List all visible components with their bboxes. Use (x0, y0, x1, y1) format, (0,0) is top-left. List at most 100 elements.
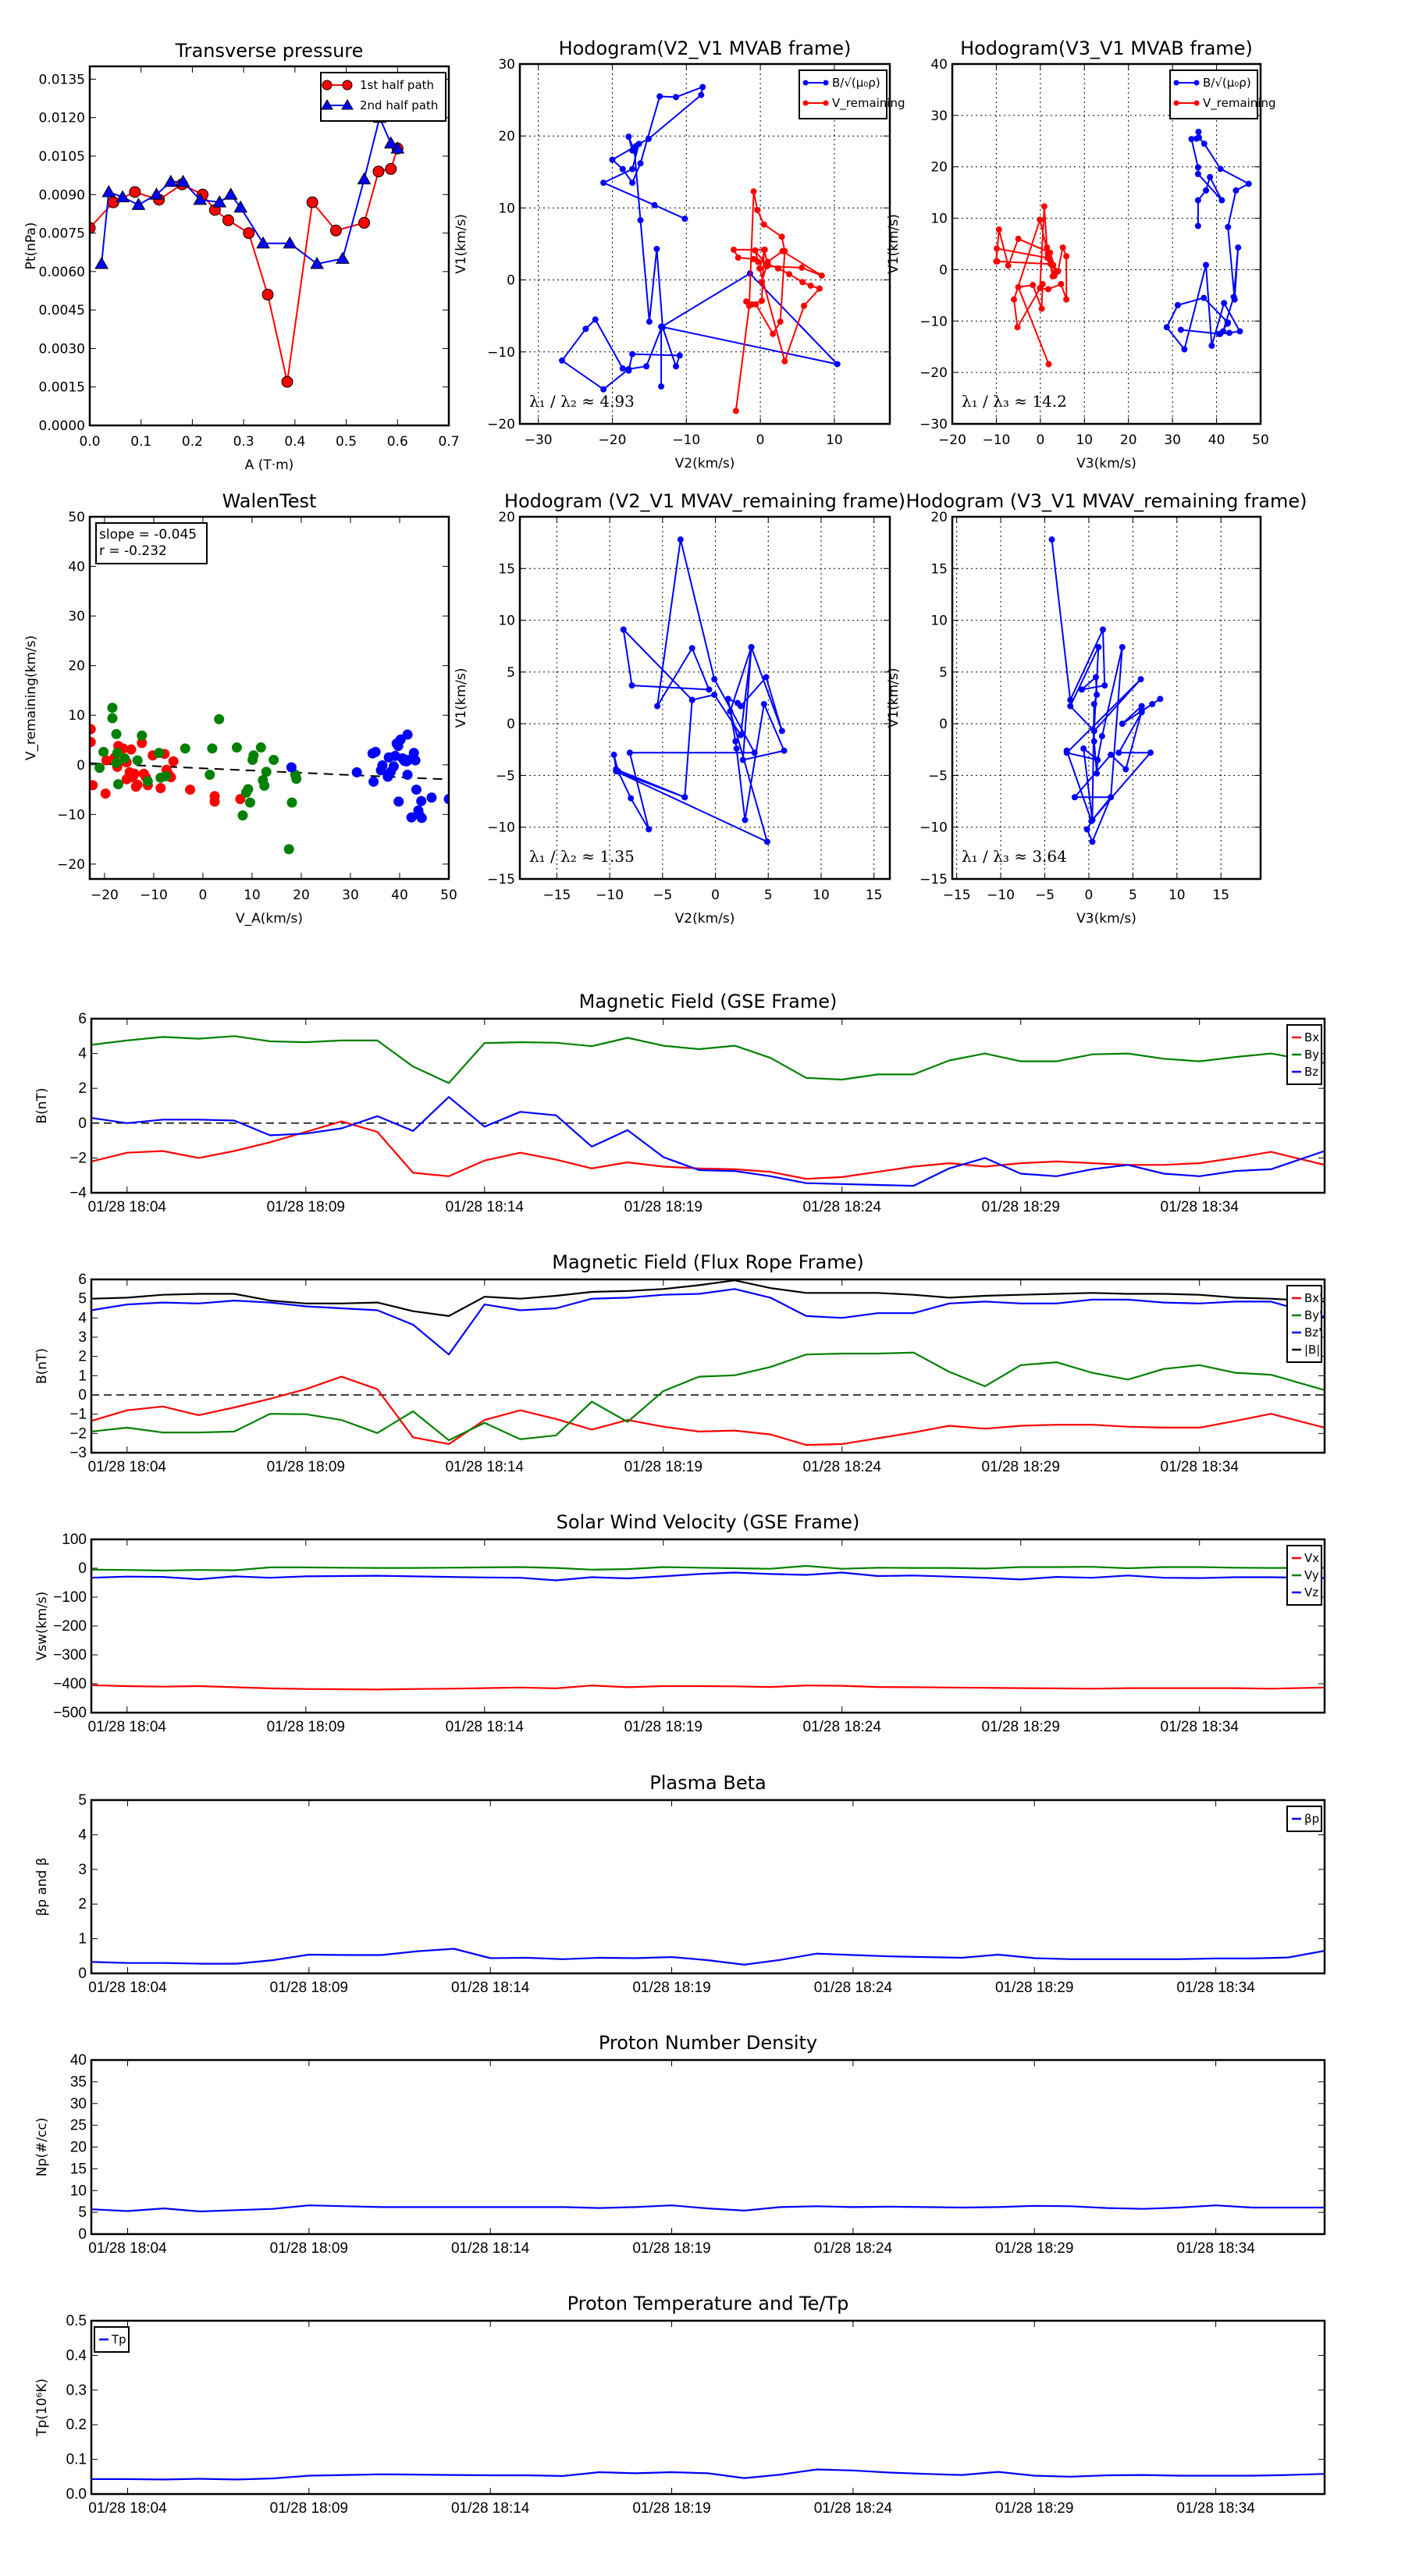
y-tick-label: 40 (68, 560, 85, 575)
data-point-b (656, 93, 663, 100)
data-point-v-remaining (1047, 261, 1054, 268)
legend-label-bz: Bz (1304, 1065, 1318, 1079)
data-point-b (1090, 728, 1097, 735)
data-point-b (1217, 165, 1224, 173)
plot-area (559, 84, 841, 415)
data-point-1st-half-path (261, 288, 274, 301)
data-point-v-remaining (755, 258, 762, 265)
chart-svg: WalenTest −20 −10 0 10 20 30 40 50 −20 −10 0 10 20 30 4… (23, 490, 457, 927)
x-tick-label: 01/28 18:29 (995, 2240, 1073, 2257)
chart-title: Hodogram (V2_V1 MVAV_remaining frame) (504, 490, 905, 512)
data-point-b (781, 747, 788, 754)
y-axis-label: V1(km/s) (454, 214, 469, 274)
data-point-b (1078, 686, 1085, 693)
transverse-pressure-panel: Transverse pressure 0.0 0.1 0.2 0.3 0.4 0.5 0.6… (0, 0, 468, 476)
y-tick-label: −500 (53, 1705, 87, 1721)
x-tick-label: 01/28 18:29 (982, 1719, 1060, 1735)
x-tick-label: −20 (91, 888, 119, 903)
data-point-v1 (185, 785, 196, 795)
data-point-1st-half-path (329, 224, 342, 237)
y-axis-label: V_remaining(km/s) (23, 635, 39, 760)
data-point-v-remaining (807, 282, 814, 289)
data-point-b (631, 148, 638, 155)
legend-label-bx: Bx (1304, 1030, 1319, 1044)
x-tick-label: 30 (1164, 432, 1181, 448)
data-point-b (1138, 703, 1145, 710)
data-point-b (629, 180, 636, 187)
y-axis-label: V1(km/s) (886, 214, 902, 274)
plot-frame (88, 515, 450, 881)
x-tick-label: 10 (1076, 432, 1093, 448)
y-axis-label: V1(km/s) (454, 668, 469, 728)
data-point-v2 (269, 754, 279, 765)
data-point-1st-half-path (243, 227, 255, 240)
legend-marker (823, 80, 829, 86)
y-tick-label: −100 (53, 1589, 87, 1606)
data-point-b (1122, 766, 1129, 773)
legend-marker (1173, 80, 1179, 86)
y-tick-label: 0 (78, 2226, 87, 2243)
y-tick-label: −15 (919, 872, 948, 888)
legend-label-bx: Bx' (1304, 1291, 1322, 1305)
x-tick-label: −10 (672, 432, 700, 448)
data-point-b (646, 826, 653, 833)
x-tick-label: 01/28 18:14 (446, 1459, 525, 1475)
y-tick-label: 0 (939, 717, 948, 732)
data-point-v3 (410, 755, 421, 766)
y-tick-label: 2 (78, 1896, 87, 1912)
y-tick-label: −10 (919, 820, 948, 836)
data-point-v2 (132, 755, 143, 766)
data-point-b (748, 644, 755, 651)
x-axis-label: V3(km/s) (1076, 911, 1136, 927)
data-point-b (706, 686, 713, 693)
y-tick-label: 30 (930, 109, 948, 124)
x-tick-label: 01/28 18:29 (982, 1199, 1060, 1215)
series-line-by (91, 1351, 1325, 1442)
data-point-b (1236, 328, 1243, 335)
data-point-v-remaining (816, 285, 823, 292)
data-point-2nd-half-path (94, 256, 108, 269)
data-point-b (651, 201, 658, 208)
data-point-v1 (126, 744, 137, 755)
plot-frame (951, 515, 1262, 881)
data-point-v3 (443, 794, 449, 805)
series-line-vz (91, 1571, 1325, 1582)
series-line-bz (91, 1288, 1325, 1356)
legend-label-b: B/√(μ₀ρ) (1203, 76, 1251, 90)
plot-area (90, 703, 449, 855)
data-point-b (613, 768, 620, 775)
series-line-p (91, 1948, 1325, 1966)
data-point-v3 (411, 785, 422, 795)
data-point-v1 (168, 756, 179, 767)
y-tick-label: 3 (78, 1329, 87, 1346)
y-tick-label: 10 (498, 201, 515, 216)
data-point-v-remaining (1038, 305, 1045, 312)
data-point-1st-half-path (129, 186, 141, 198)
data-point-1st-half-path (90, 222, 96, 234)
data-point-b (658, 383, 665, 390)
data-point-b (600, 386, 607, 393)
y-tick-label: 5 (939, 665, 948, 681)
data-point-b (1094, 756, 1101, 763)
x-tick-label: 0.5 (336, 434, 357, 450)
data-point-b (1099, 626, 1106, 633)
hodogram-v2v1-mvav-panel: Hodogram (V2_V1 MVAV_remaining frame) −15… (0, 0, 1405, 937)
y-tick-label: −20 (57, 857, 85, 873)
series-line-bx (91, 1120, 1325, 1180)
data-point-v1 (137, 738, 148, 749)
legend-marker (322, 80, 333, 91)
y-tick-label: −2 (69, 1150, 87, 1166)
y-tick-label: 40 (930, 57, 948, 73)
y-tick-label: 0 (78, 1115, 87, 1132)
data-point-2nd-half-path (149, 187, 164, 200)
y-tick-label: 5 (78, 1792, 87, 1809)
x-axis-label: V3(km/s) (1076, 456, 1136, 471)
y-axis-label: Np(#/cc) (34, 2118, 50, 2176)
data-point-b (1200, 141, 1208, 148)
data-point-v-remaining (777, 318, 784, 326)
hodogram-v2v1-mvab-panel: Hodogram(V2_V1 MVAB frame) −30 −20 −10 0 10 −2… (0, 0, 1405, 476)
data-point-b (600, 180, 607, 187)
x-tick-label: 0.1 (130, 434, 151, 450)
data-point-v-remaining (1014, 324, 1021, 331)
